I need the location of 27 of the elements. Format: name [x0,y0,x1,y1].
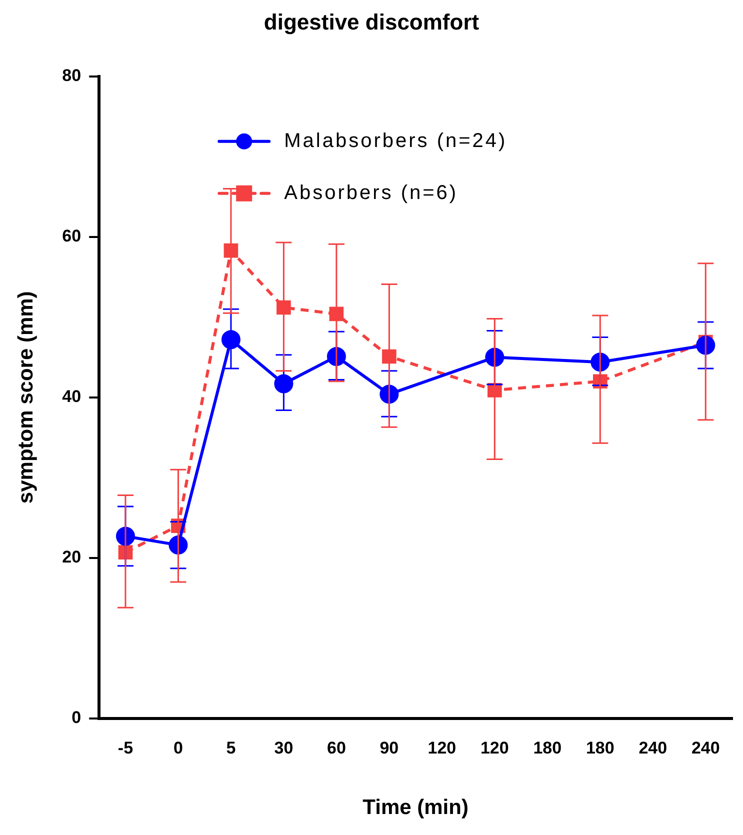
x-tick-label: 180 [586,738,614,758]
x-axis-title: Time (min) [362,796,468,820]
point [221,330,240,350]
legend-label: Malabsorbers (n=24) [284,130,508,152]
y-tick-label: 60 [62,226,82,246]
x-tick-label: 240 [691,738,720,758]
x-tick-label: -5 [118,738,134,758]
x-tick-label: 90 [380,738,399,758]
y-tick-label: 20 [62,548,82,567]
x-tick-label: 120 [480,738,509,758]
legend-label: Absorbers (n=6) [284,182,458,204]
x-tick-label: 120 [428,738,456,758]
x-tick-label: 180 [533,738,562,758]
x-tick-label: 240 [638,738,668,758]
point [382,349,396,364]
point [118,545,133,560]
y-axis-title: symptom score (mm) [14,291,38,504]
y-tick-label: 40 [62,387,82,406]
x-tick-label: 60 [326,738,346,758]
point [274,374,294,394]
chart-title: digestive discomfort [264,9,480,34]
x-tick-label: 0 [173,738,183,758]
y-tick-label: 80 [62,66,82,86]
x-tick-label: 5 [226,738,236,758]
x-tick-label: 30 [274,738,294,758]
point [276,300,291,315]
y-tick-label: 0 [72,708,82,728]
